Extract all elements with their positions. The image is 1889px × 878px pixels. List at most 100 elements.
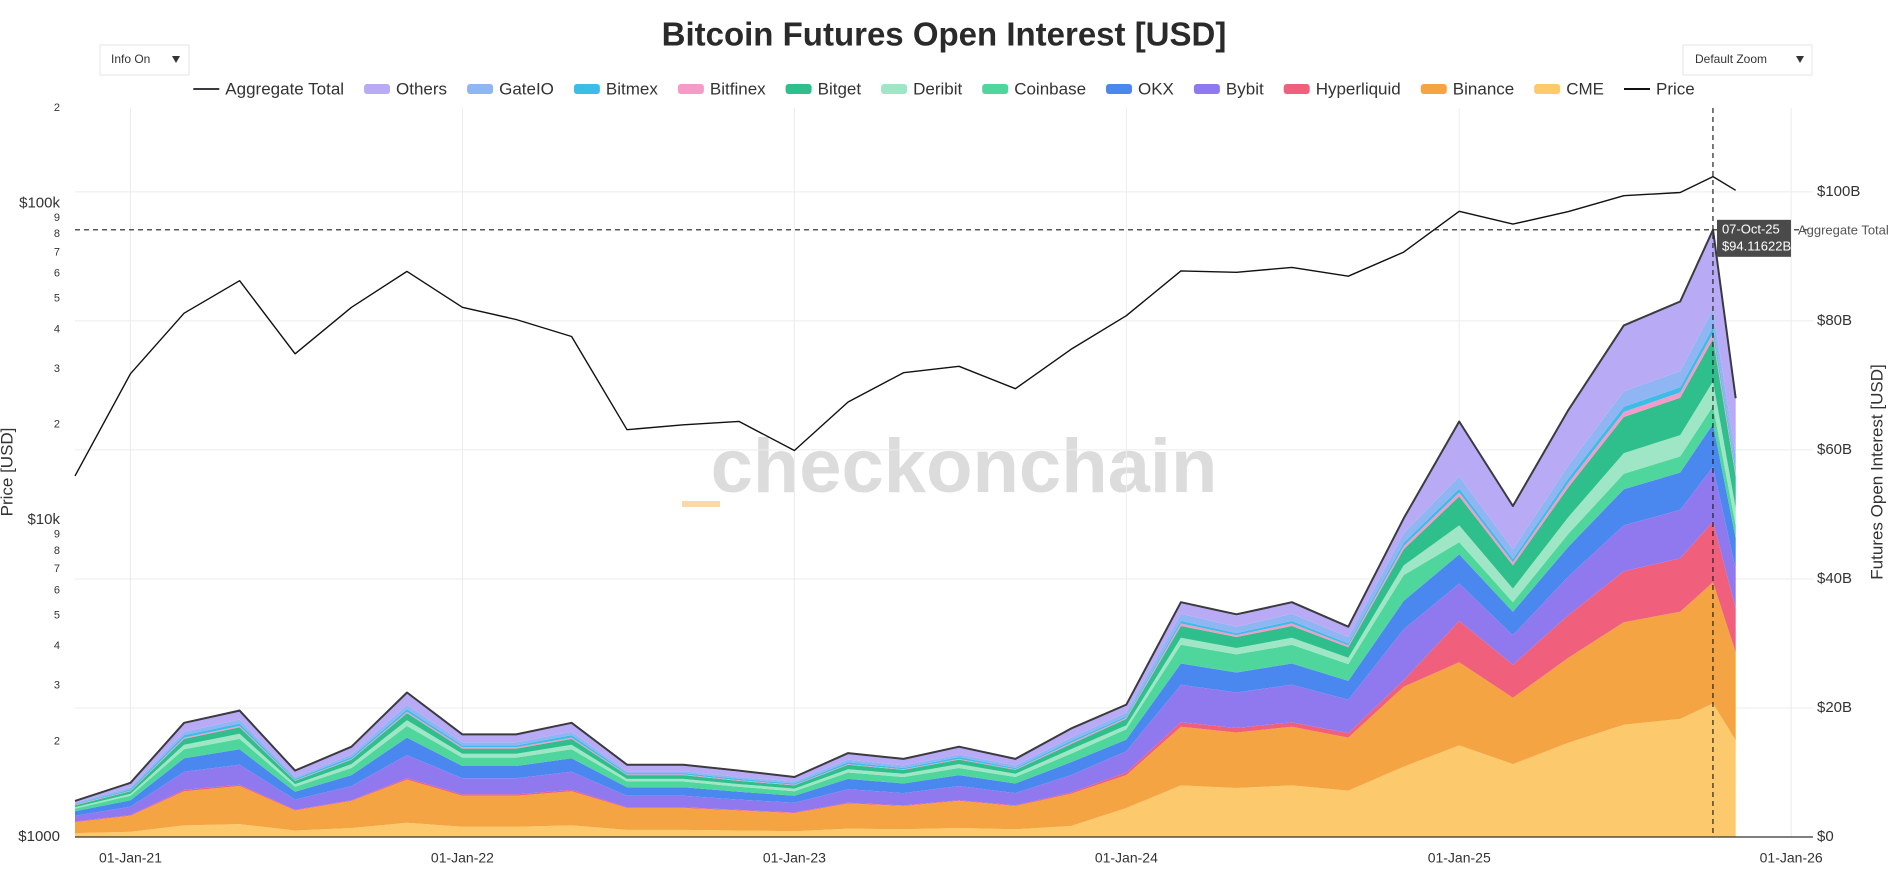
x-tick-label: 01-Jan-21 (99, 850, 162, 866)
y2-tick-label: $40B (1817, 570, 1852, 587)
legend-label: Binance (1453, 79, 1514, 98)
x-tick-label: 01-Jan-26 (1760, 850, 1823, 866)
axes: 01-Jan-21 01-Jan-22 01-Jan-23 01-Jan-24 01-J… (18, 102, 1860, 866)
x-tick-label: 01-Jan-24 (1095, 850, 1158, 866)
y-tick-label: 4 (54, 323, 60, 335)
area (75, 424, 1736, 816)
legend-label: CME (1566, 79, 1604, 98)
area (75, 466, 1736, 822)
zoom-dropdown[interactable]: Default Zoom (1682, 44, 1813, 76)
legend-item[interactable]: Price (1624, 79, 1695, 98)
legend-marker (982, 84, 1009, 94)
dropdown-box (1682, 44, 1813, 76)
y2-axis-title: Futures Open Interest [USD] (1867, 364, 1886, 579)
y-axis-title: Price [USD] (0, 428, 16, 517)
dropdown-arrow (172, 56, 180, 63)
x-tick-label: 01-Jan-23 (763, 850, 826, 866)
y-tick-label: 5 (54, 609, 60, 621)
legend-item[interactable]: Deribit (881, 79, 963, 98)
y-tick-label: 9 (54, 212, 60, 224)
y2-tick-label: $60B (1817, 441, 1852, 458)
legend-item[interactable]: Coinbase (982, 79, 1086, 98)
watermark: checkonchain (711, 424, 1218, 509)
y-tick-label: 2 (54, 102, 60, 114)
y-tick-label: 7 (54, 246, 60, 258)
dropdown-label: Info On (111, 52, 150, 66)
y-tick-label: $100k (19, 194, 60, 211)
y-tick-label: $10k (27, 511, 60, 528)
legend-label: GateIO (499, 79, 554, 98)
watermark-mark (682, 501, 720, 507)
y-tick-label: 3 (54, 363, 60, 375)
legend-item[interactable]: Bitmex (573, 79, 658, 98)
legend-marker (1193, 84, 1220, 94)
y-tick-label: 5 (54, 293, 60, 305)
y-tick-label: 2 (54, 419, 60, 431)
legend-item[interactable]: CME (1534, 79, 1604, 98)
tooltip-box (1716, 219, 1791, 257)
dropdown-arrow (1796, 56, 1804, 63)
y-tick-label: 9 (54, 529, 60, 541)
x-tick-label: 01-Jan-22 (431, 850, 494, 866)
info-dropdown[interactable]: Info On (99, 44, 190, 76)
legend-marker (677, 84, 704, 94)
legend-label: Price (1656, 79, 1695, 98)
legend-label: Hyperliquid (1316, 79, 1401, 98)
dropdown-box (99, 44, 190, 76)
legend-item[interactable]: GateIO (467, 79, 554, 98)
legend-label: Bitget (818, 79, 862, 98)
legend-label: Coinbase (1014, 79, 1086, 98)
legend-item[interactable]: Aggregate Total (193, 79, 344, 98)
legend-item[interactable]: Bybit (1193, 79, 1264, 98)
plot-area (74, 108, 1813, 837)
legend-marker (1534, 84, 1561, 94)
legend-label: Aggregate Total (225, 79, 344, 98)
legend-item[interactable]: Others (364, 79, 447, 98)
y2-tick-label: $20B (1817, 699, 1852, 716)
legend-label: Bybit (1226, 79, 1264, 98)
chart-title: Bitcoin Futures Open Interest [USD] (662, 16, 1227, 53)
legend-marker (364, 84, 390, 94)
y-tick-label: 6 (54, 268, 60, 280)
y-tick-label: 7 (54, 563, 60, 575)
legend-marker (1420, 84, 1447, 94)
tooltip-series: Aggregate Total (1798, 222, 1889, 237)
tooltip-date: 07-Oct-25 (1722, 221, 1780, 236)
legend-marker (1106, 84, 1132, 94)
line (74, 175, 1737, 477)
tooltip-value: $94.11622B (1722, 238, 1791, 253)
legend-marker (1283, 84, 1310, 94)
legend-label: Deribit (913, 79, 962, 98)
y-tick-label: $1000 (18, 828, 60, 845)
dropdown-label: Default Zoom (1695, 52, 1767, 66)
legend: Aggregate Total Others GateIO Bitmex Bitfine… (193, 79, 1695, 98)
legend-label: Others (396, 79, 447, 98)
legend-marker (785, 84, 812, 94)
legend-label: Bitmex (606, 79, 658, 98)
y2-tick-label: $100B (1817, 183, 1860, 200)
area (75, 582, 1736, 834)
tooltip: 07-Oct-25 $94.11622B Aggregate Total (1716, 219, 1889, 257)
y-tick-label: 3 (54, 680, 60, 692)
legend-marker (573, 84, 600, 94)
legend-label: Bitfinex (710, 79, 766, 98)
legend-marker (881, 84, 908, 94)
x-tick-label: 01-Jan-25 (1428, 850, 1491, 866)
y-tick-label: 4 (54, 640, 60, 652)
area (75, 703, 1736, 837)
legend-item[interactable]: Bitfinex (677, 79, 766, 98)
y-tick-label: 8 (54, 545, 60, 557)
y2-tick-label: $80B (1817, 312, 1852, 329)
y2-tick-label: $0 (1817, 828, 1834, 845)
line (74, 228, 1737, 802)
y-tick-label: 8 (54, 228, 60, 240)
legend-item[interactable]: OKX (1106, 79, 1174, 98)
y-tick-label: 6 (54, 584, 60, 596)
legend-item[interactable]: Bitget (785, 79, 862, 98)
y-tick-label: 2 (54, 736, 60, 748)
legend-item[interactable]: Hyperliquid (1283, 79, 1401, 98)
legend-marker (467, 84, 494, 94)
legend-item[interactable]: Binance (1420, 79, 1514, 98)
